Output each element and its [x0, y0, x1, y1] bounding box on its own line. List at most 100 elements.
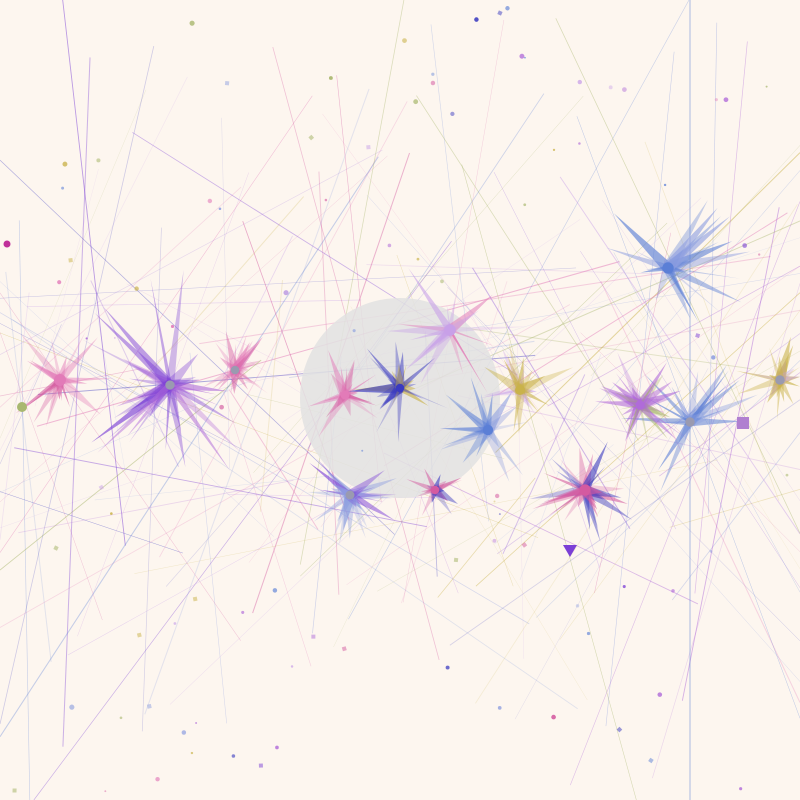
thin-line: [34, 168, 99, 407]
burst-spike: [663, 265, 691, 319]
thin-line: [0, 186, 242, 408]
thin-line: [0, 323, 331, 496]
burst-spike: [618, 403, 641, 410]
thin-line: [221, 117, 230, 469]
burst-spike: [483, 384, 521, 396]
burst-spike: [462, 426, 493, 463]
scatter-dot: [430, 80, 436, 86]
burst-spike: [617, 352, 645, 407]
burst-spike: [775, 356, 785, 381]
scatter-dot: [219, 404, 224, 410]
thin-line: [475, 292, 800, 587]
burst-spike: [657, 420, 693, 471]
burst-spike: [348, 478, 397, 500]
scatter-dot: [387, 243, 392, 248]
thin-line: [590, 145, 800, 377]
thin-line: [228, 389, 319, 530]
burst-spike: [347, 491, 395, 521]
burst-spike: [420, 327, 455, 385]
scatter-dot: [711, 355, 716, 360]
scatter-dot: [352, 329, 356, 333]
scatter-square: [648, 757, 654, 764]
burst-spike: [774, 336, 791, 382]
thin-line: [18, 220, 31, 800]
thin-line: [77, 172, 250, 637]
thin-line: [0, 95, 313, 553]
scatter-dot: [552, 148, 556, 152]
scatter-dot: [714, 98, 718, 102]
burst-spike: [113, 380, 173, 419]
thin-line: [121, 196, 305, 405]
burst-spike: [464, 411, 489, 432]
thin-line: [67, 349, 617, 656]
thin-line: [536, 360, 800, 618]
burst-spike: [583, 466, 606, 491]
scatter-dot: [189, 20, 195, 26]
burst-spike: [231, 369, 239, 393]
burst-spike: [503, 358, 523, 392]
scatter-square: [521, 542, 528, 548]
burst-center-dot: [430, 485, 440, 495]
thin-line: [671, 432, 800, 601]
scatter-dot: [181, 730, 187, 735]
burst-spike: [408, 268, 454, 333]
scatter-dot: [231, 754, 236, 758]
burst-spike: [517, 367, 574, 396]
scatter-square: [616, 726, 623, 733]
thin-line: [0, 332, 539, 538]
burst-spike: [666, 264, 742, 303]
burst-spike: [398, 357, 436, 391]
burst-spike: [336, 494, 352, 523]
burst-spike: [46, 378, 65, 427]
thin-line: [0, 267, 576, 299]
burst-spike: [234, 369, 263, 389]
burst-spike: [543, 472, 586, 493]
burst-spike: [606, 247, 670, 272]
scatter-dot: [190, 751, 194, 755]
burst-spike: [482, 427, 510, 482]
burst-spike: [122, 358, 173, 390]
burst-spike: [476, 428, 491, 457]
burst-spike: [349, 492, 384, 498]
thin-line: [449, 399, 800, 646]
burst-spike: [625, 402, 646, 442]
thin-line: [547, 265, 800, 407]
thin-line: [403, 19, 505, 603]
scatter-dot: [709, 549, 713, 553]
burst-spike: [666, 251, 751, 274]
burst-center-dot: [514, 384, 526, 396]
burst-spike: [165, 270, 184, 386]
thin-line: [605, 51, 675, 727]
scatter-square: [258, 763, 263, 768]
scatter-dot: [85, 337, 88, 340]
burst-spike: [582, 485, 633, 520]
burst-spike: [447, 329, 464, 374]
burst-spike: [344, 374, 377, 397]
burst-spike: [201, 366, 237, 388]
thin-line: [475, 204, 798, 704]
burst-spike: [225, 331, 240, 372]
scatter-square: [136, 632, 142, 638]
burst-spike: [322, 393, 346, 402]
burst-spike: [548, 488, 586, 516]
scatter-dot: [519, 53, 525, 59]
thin-line: [90, 280, 180, 467]
scatter-dot: [671, 589, 675, 593]
scatter-square: [737, 417, 749, 429]
burst-spike: [460, 427, 489, 438]
thin-line: [461, 164, 637, 800]
thin-line: [497, 333, 800, 555]
thin-line: [555, 18, 800, 534]
burst-spike: [344, 494, 356, 539]
burst-center-dot: [230, 365, 240, 375]
scatter-dot: [575, 604, 580, 608]
thin-line: [0, 155, 388, 503]
burst-spike: [399, 386, 424, 399]
burst-spike: [470, 377, 491, 431]
scatter-dot: [586, 631, 591, 636]
scatter-dot: [445, 665, 450, 670]
burst-spike: [59, 377, 114, 383]
burst-center-dot: [345, 490, 355, 500]
burst-spike: [433, 477, 462, 493]
burst-spike: [56, 375, 101, 415]
